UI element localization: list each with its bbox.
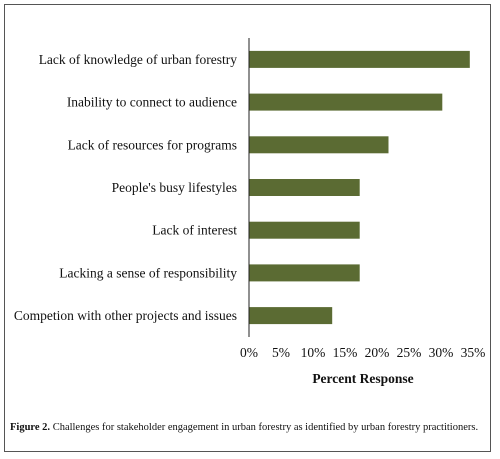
category-label: Lack of interest xyxy=(152,223,237,238)
x-tick-label: 0% xyxy=(240,345,258,360)
x-tick-label: 20% xyxy=(365,345,390,360)
x-tick-label: 5% xyxy=(272,345,290,360)
x-tick-label: 30% xyxy=(429,345,454,360)
bar xyxy=(249,136,389,154)
caption-text: Challenges for stakeholder engagement in… xyxy=(50,422,479,433)
category-label: Lacking a sense of responsibility xyxy=(59,265,237,280)
category-label: Lack of knowledge of urban forestry xyxy=(39,52,238,67)
caption-label: Figure 2. xyxy=(10,422,51,433)
bar xyxy=(249,221,360,239)
bar xyxy=(249,179,360,196)
bar xyxy=(249,50,470,68)
bar-chart: Lack of knowledge of urban forestry Inabi… xyxy=(14,38,486,386)
category-label: Inability to connect to audience xyxy=(67,95,237,110)
x-axis-title: Percent Response xyxy=(312,371,413,386)
x-tick-label: 25% xyxy=(397,345,422,360)
bar xyxy=(249,264,360,282)
x-tick-label: 10% xyxy=(301,345,326,360)
bar xyxy=(249,307,333,325)
x-tick-label: 15% xyxy=(333,345,358,360)
category-label: People's busy lifestyles xyxy=(112,180,237,195)
x-tick-label: 35% xyxy=(461,345,486,360)
category-label: Lack of resources for programs xyxy=(68,137,237,152)
category-label: Competion with other projects and issues xyxy=(14,308,237,323)
figure-caption: Figure 2. Challenges for stakeholder eng… xyxy=(10,422,480,434)
bar xyxy=(249,93,443,111)
figure-frame xyxy=(4,4,491,452)
